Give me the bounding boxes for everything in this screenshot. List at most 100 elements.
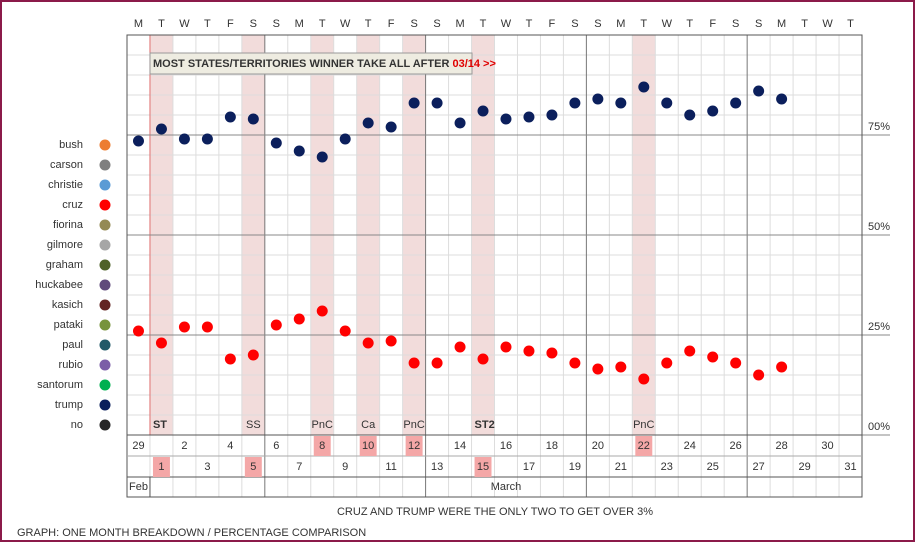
month-label: March: [491, 481, 522, 493]
data-point: [523, 345, 535, 357]
x-tick-label: 11: [385, 461, 396, 473]
data-point: [684, 345, 696, 357]
weekday-label: W: [179, 18, 190, 30]
footer: GRAPH: ONE MONTH BREAKDOWN / PERCENTAGE …: [17, 527, 366, 539]
weekday-label: F: [388, 18, 395, 30]
y-tick-label: 25%: [868, 321, 890, 333]
weekday-label: M: [295, 18, 304, 30]
x-tick-label: 8: [319, 440, 325, 452]
x-tick-label: 1: [158, 461, 164, 473]
event-label: PnC: [633, 419, 654, 431]
x-tick-label: 5: [250, 461, 256, 473]
data-point: [178, 133, 190, 145]
x-tick-label: 24: [684, 440, 696, 452]
legend-label: paul: [62, 339, 83, 351]
legend-marker: [99, 139, 111, 151]
y-tick-label: 00%: [868, 421, 890, 433]
weekday-label: F: [709, 18, 716, 30]
date-highlight: [474, 457, 492, 477]
weekday-label: S: [571, 18, 578, 30]
x-tick-label: 10: [362, 440, 374, 452]
legend-marker: [99, 219, 111, 231]
subtitle: CRUZ AND TRUMP WERE THE ONLY TWO TO GET …: [337, 506, 653, 518]
annotation-box: [149, 52, 473, 75]
data-point: [638, 81, 650, 93]
legend-marker: [99, 419, 111, 431]
date-highlight: [313, 436, 331, 456]
x-tick-label: 19: [569, 461, 581, 473]
data-point: [339, 133, 351, 145]
background-layer: [126, 34, 890, 498]
weekday-label: S: [273, 18, 280, 30]
data-point: [500, 341, 512, 353]
legend-label: christie: [48, 179, 83, 191]
data-point: [615, 361, 627, 373]
legend-label: trump: [55, 399, 83, 411]
legend-label: fiorina: [53, 219, 84, 231]
weekday-label: T: [158, 18, 165, 30]
data-point: [661, 97, 673, 109]
weekday-label: W: [501, 18, 512, 30]
legend-label: bush: [59, 139, 83, 151]
event-label: ST: [153, 419, 167, 431]
weekday-label: S: [732, 18, 739, 30]
data-point: [408, 357, 420, 369]
data-point: [178, 321, 190, 333]
data-point: [753, 85, 765, 97]
legend-label: gilmore: [47, 239, 83, 251]
data-point: [316, 151, 328, 163]
weekday-label: T: [686, 18, 693, 30]
data-point: [500, 113, 512, 125]
event-label: SS: [246, 419, 261, 431]
data-point: [546, 109, 558, 121]
legend-marker: [99, 279, 111, 291]
legend-label: kasich: [52, 299, 83, 311]
x-tick-label: 7: [296, 461, 302, 473]
x-tick-label: 3: [204, 461, 210, 473]
x-tick-label: 2: [181, 440, 187, 452]
x-tick-label: 23: [661, 461, 673, 473]
x-tick-label: 22: [638, 440, 650, 452]
data-point: [569, 97, 581, 109]
legend-label: no: [71, 419, 83, 431]
x-tick-label: 26: [730, 440, 742, 452]
data-point: [362, 337, 374, 349]
weekday-label: S: [755, 18, 762, 30]
weekday-label: S: [433, 18, 440, 30]
y-tick-label: 75%: [868, 121, 890, 133]
weekday-label: M: [616, 18, 625, 30]
data-point: [569, 357, 581, 369]
legend-marker: [99, 239, 111, 251]
x-tick-label: 14: [454, 440, 466, 452]
foreground-layer: 00%25%50%75%M T W T F S S M T W T F S S M T W T F S S M T W T F S S…: [17, 18, 890, 539]
legend-marker: [99, 339, 111, 351]
legend-marker: [99, 399, 111, 411]
data-point: [132, 325, 144, 337]
data-point: [339, 325, 351, 337]
weekday-label: M: [777, 18, 786, 30]
x-tick-label: 29: [132, 440, 144, 452]
date-highlight: [244, 457, 262, 477]
data-point: [270, 137, 282, 149]
date-highlight: [405, 436, 423, 456]
legend-label: carson: [50, 159, 83, 171]
data-point: [638, 373, 650, 385]
weekday-label: M: [134, 18, 143, 30]
event-label: Ca: [361, 419, 376, 431]
x-tick-label: 12: [408, 440, 420, 452]
data-point: [293, 313, 305, 325]
weekday-label: T: [801, 18, 808, 30]
plot-frame: [126, 34, 863, 498]
legend-marker: [99, 259, 111, 271]
x-tick-label: 16: [500, 440, 512, 452]
weekday-label: T: [480, 18, 487, 30]
data-point: [477, 353, 489, 365]
data-point: [615, 97, 627, 109]
legend-marker: [99, 199, 111, 211]
data-point: [684, 109, 696, 121]
legend-label: rubio: [59, 359, 83, 371]
x-tick-label: 25: [707, 461, 719, 473]
x-tick-label: 29: [798, 461, 810, 473]
weekday-label: F: [549, 18, 556, 30]
